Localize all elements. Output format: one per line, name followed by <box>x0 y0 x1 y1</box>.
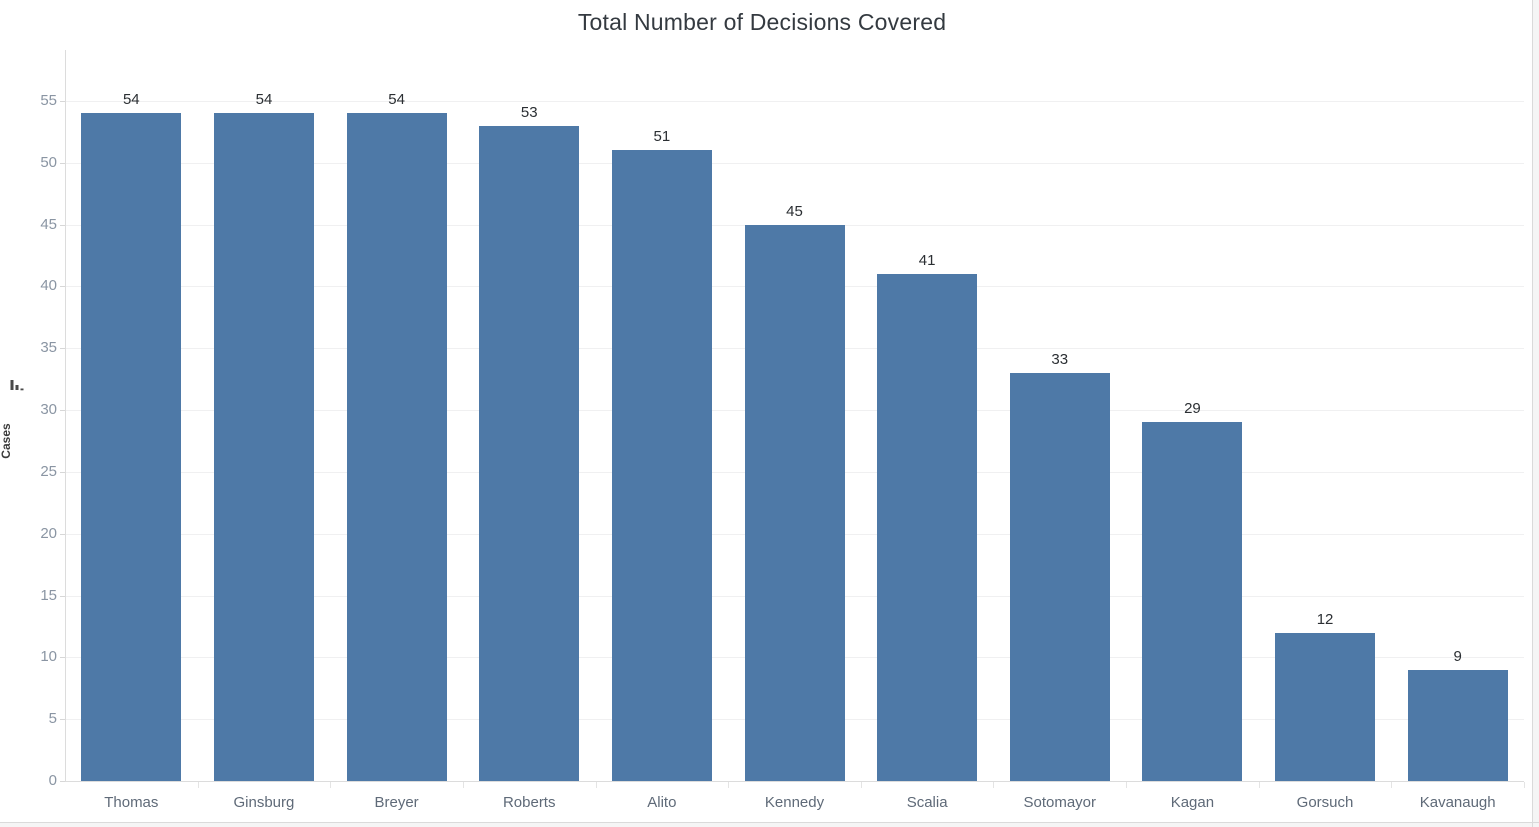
y-tick-label: 50 <box>40 153 57 171</box>
y-tick-mark <box>60 657 65 659</box>
y-axis-line <box>65 50 66 781</box>
bar-sotomayor[interactable] <box>1009 373 1110 781</box>
x-tick-mark <box>1258 782 1260 788</box>
bar-roberts[interactable] <box>479 125 580 781</box>
x-tick-mark <box>1524 782 1525 788</box>
y-tick-mark <box>60 101 65 102</box>
y-axis-title-group: Cases <box>0 379 28 459</box>
x-tick-mark <box>993 782 995 788</box>
y-tick-label: 35 <box>40 339 57 357</box>
bar-breyer[interactable] <box>346 113 447 781</box>
y-tick-mark <box>60 595 65 597</box>
x-category-label: Kennedy <box>764 794 825 811</box>
x-tick-mark <box>197 782 199 788</box>
x-tick-mark <box>1126 782 1128 788</box>
bar-value-label: 41 <box>918 252 936 270</box>
y-tick-label: 30 <box>40 401 57 419</box>
bar-value-label: 54 <box>122 91 140 109</box>
x-axis-line <box>65 781 1524 782</box>
x-tick-mark <box>330 782 332 788</box>
bar-gorsuch[interactable] <box>1275 632 1376 781</box>
x-category-label: Alito <box>647 794 677 811</box>
y-tick-label: 40 <box>40 277 57 295</box>
gridline <box>65 101 1524 102</box>
y-tick-mark <box>60 286 65 288</box>
bar-value-label: 29 <box>1184 400 1201 418</box>
bar-value-label: 53 <box>520 103 538 121</box>
chart-title: Total Number of Decisions Covered <box>577 9 947 35</box>
y-tick-label: 45 <box>40 215 57 233</box>
bar-value-label: 45 <box>786 202 803 220</box>
y-axis-title: Cases <box>0 423 14 459</box>
x-category-label: Ginsburg <box>233 794 295 811</box>
x-category-label: Roberts <box>502 794 556 811</box>
y-tick-label: 15 <box>40 586 57 604</box>
y-tick-mark <box>60 719 65 721</box>
x-category-label: Breyer <box>374 794 419 811</box>
gridline <box>65 162 1524 164</box>
y-tick-mark <box>60 533 65 535</box>
x-tick-mark <box>728 782 730 788</box>
x-category-label: Kavanaugh <box>1419 794 1496 811</box>
bar-ginsburg[interactable] <box>213 113 314 781</box>
x-category-label: Gorsuch <box>1296 794 1354 811</box>
x-category-label: Scalia <box>906 794 948 811</box>
vertical-scrollbar[interactable] <box>1532 0 1539 822</box>
bar-alito[interactable] <box>611 150 712 781</box>
x-category-label: Sotomayor <box>1023 794 1097 811</box>
bar-value-label: 54 <box>388 91 405 109</box>
y-tick-mark <box>60 781 65 782</box>
x-tick-mark <box>462 782 464 788</box>
bar-value-label: 51 <box>653 128 671 146</box>
bar-scalia[interactable] <box>877 274 978 781</box>
bar-value-label: 12 <box>1316 610 1334 628</box>
y-tick-label: 5 <box>48 710 57 728</box>
y-tick-label: 55 <box>40 92 57 109</box>
bar-thomas[interactable] <box>81 113 182 781</box>
sort-descending-icon[interactable] <box>10 379 25 392</box>
x-category-label: Kagan <box>1170 794 1215 811</box>
x-tick-mark <box>1391 782 1393 788</box>
bar-value-label: 9 <box>1453 647 1462 665</box>
bar-kavanaugh[interactable] <box>1407 669 1508 781</box>
bar-value-label: 54 <box>255 91 273 109</box>
horizontal-scrollbar[interactable] <box>0 822 1532 827</box>
x-tick-mark <box>860 782 862 788</box>
y-tick-label: 10 <box>40 648 57 666</box>
y-tick-mark <box>60 162 65 164</box>
x-tick-mark <box>595 782 597 788</box>
y-tick-mark <box>60 348 65 350</box>
y-tick-mark <box>60 410 65 412</box>
y-tick-label: 20 <box>40 524 57 542</box>
plot-area <box>65 50 1524 781</box>
y-tick-label: 0 <box>48 772 57 789</box>
bar-kagan[interactable] <box>1142 422 1243 781</box>
y-tick-mark <box>60 224 65 226</box>
x-category-label: Thomas <box>104 794 159 811</box>
scrollbar-corner <box>1532 822 1539 827</box>
y-tick-label: 25 <box>40 462 57 480</box>
bar-kennedy[interactable] <box>744 224 845 781</box>
bar-value-label: 33 <box>1051 351 1069 368</box>
y-tick-mark <box>60 471 65 473</box>
